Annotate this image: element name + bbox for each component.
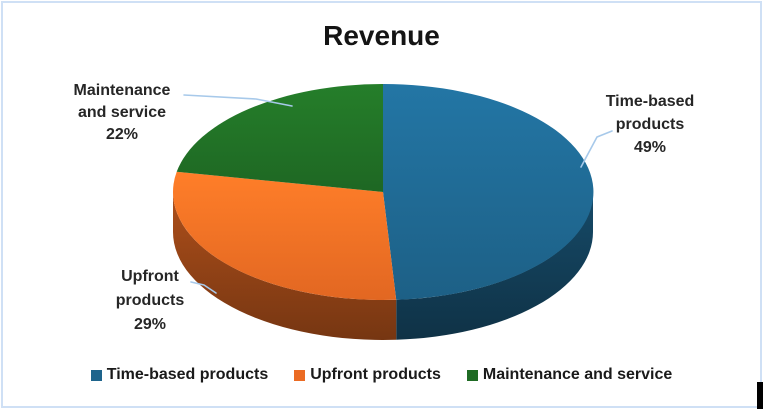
data-label-line: Maintenance <box>73 82 171 99</box>
legend-item-upfront: Upfront products <box>294 366 441 384</box>
pie-slices <box>172 83 594 341</box>
legend-item-maintenance: Maintenance and service <box>466 366 673 384</box>
legend: Time-based products Upfront products Mai… <box>0 361 763 389</box>
data-label-value: 29% <box>133 316 167 333</box>
data-label-upfront: Upfront products 29% <box>85 265 215 337</box>
leader-line-time-based <box>580 130 613 168</box>
data-label-line: Upfront <box>121 268 179 285</box>
data-label-value: 49% <box>633 139 667 156</box>
leader-line-maintenance <box>183 94 293 107</box>
legend-label-upfront: Upfront products <box>310 366 441 383</box>
leader-line-upfront <box>190 281 217 294</box>
data-label-line: and service <box>77 104 167 121</box>
pie-slice-side-time-based-products <box>396 192 594 340</box>
data-label-line: products <box>115 292 185 309</box>
pie-slice-maintenance-and-service <box>176 84 383 192</box>
legend-item-time-based: Time-based products <box>90 366 269 384</box>
legend-swatch-time-based <box>90 369 102 381</box>
legend-swatch-upfront <box>294 369 306 381</box>
pie-slice-upfront-products <box>172 171 397 301</box>
leader-lines <box>183 94 613 294</box>
data-label-line: products <box>615 116 685 133</box>
pie-slice-side-upfront-products <box>172 192 397 341</box>
chart-title: Revenue <box>323 20 440 51</box>
cursor-artifact <box>757 382 763 409</box>
data-label-maintenance: Maintenance and service 22% <box>52 80 192 146</box>
data-label-value: 22% <box>105 126 139 143</box>
pie-slice-time-based-products <box>383 83 594 300</box>
data-label-line: Time-based <box>605 93 695 110</box>
data-label-time-based: Time-based products 49% <box>585 90 715 159</box>
legend-swatch-maintenance <box>466 369 478 381</box>
legend-label-maintenance: Maintenance and service <box>482 366 673 383</box>
legend-label-time-based: Time-based products <box>106 366 269 383</box>
